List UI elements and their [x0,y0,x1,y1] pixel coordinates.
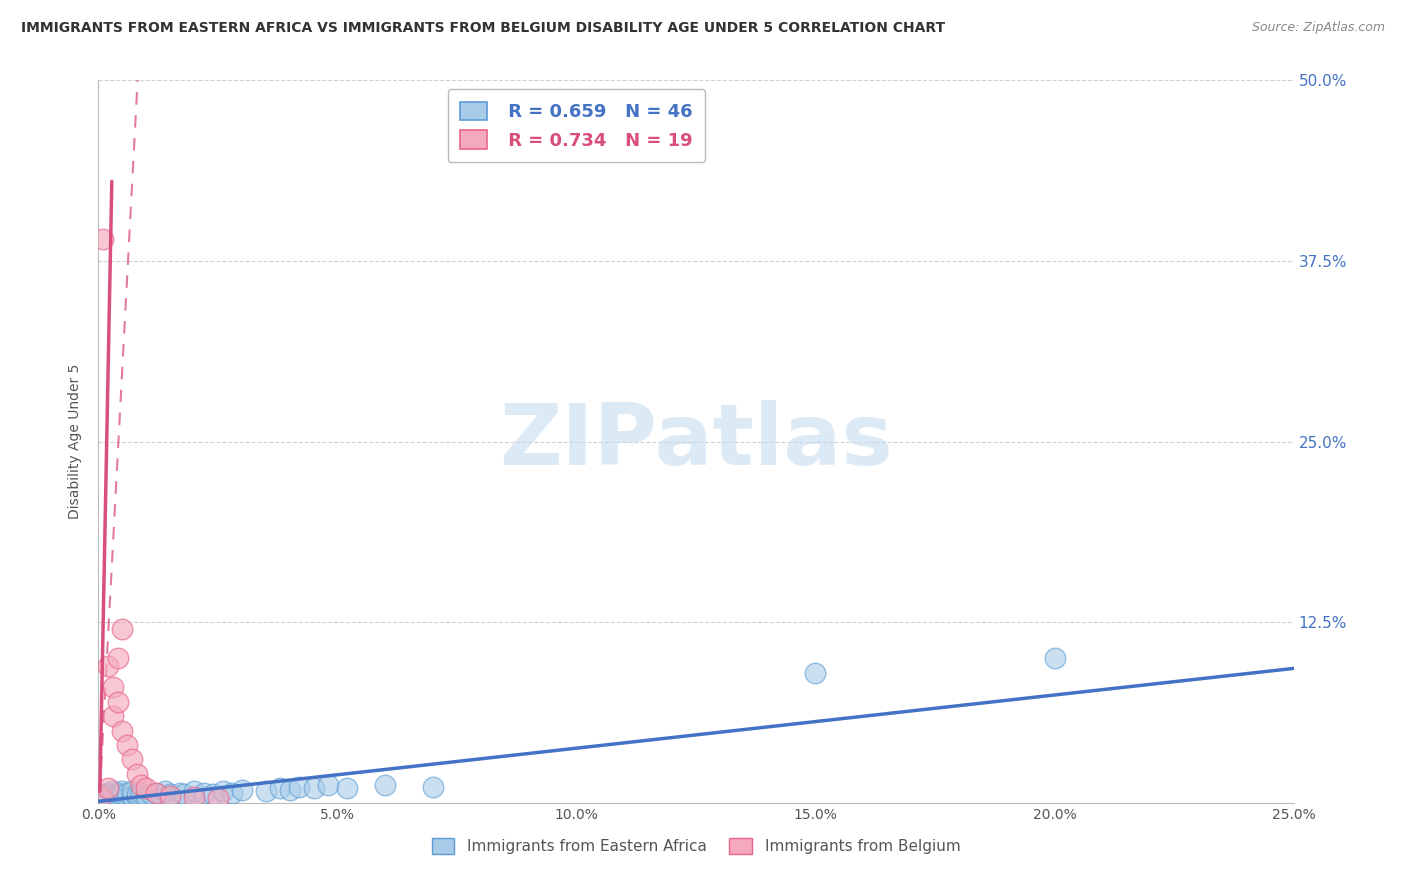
Point [101,680,124,694]
Point [159,789,181,803]
Point [107,695,129,709]
Point [111,787,134,801]
Point [111,623,134,637]
Point [90,789,112,803]
Point [97,786,120,800]
Point [101,787,124,801]
Point [278,782,301,797]
Point [231,782,253,797]
Point [125,767,148,781]
Point [145,786,167,800]
Point [374,779,396,793]
Point [111,791,134,805]
Point [183,784,205,798]
Point [115,790,138,805]
Point [115,738,138,752]
Point [101,790,124,805]
Point [316,779,339,793]
Point [336,781,359,796]
Point [111,784,134,798]
Point [125,790,148,805]
Point [149,789,172,803]
Point [97,781,120,796]
Point [115,786,138,800]
Point [139,787,162,801]
Point [97,789,120,803]
Point [97,791,120,805]
Point [121,784,143,798]
Y-axis label: Disability Age Under 5: Disability Age Under 5 [69,364,83,519]
Point [91,790,114,805]
Text: Source: ZipAtlas.com: Source: ZipAtlas.com [1251,21,1385,34]
Point [135,789,157,803]
Point [302,781,325,796]
Point [183,790,205,805]
Point [101,784,124,798]
Point [97,658,120,673]
Point [155,784,177,798]
Point [269,781,291,796]
Point [145,786,167,800]
Point [101,709,124,723]
Point [173,787,195,801]
Point [91,232,114,246]
Point [288,780,311,794]
Point [107,651,129,665]
Text: IMMIGRANTS FROM EASTERN AFRICA VS IMMIGRANTS FROM BELGIUM DISABILITY AGE UNDER 5: IMMIGRANTS FROM EASTERN AFRICA VS IMMIGR… [21,21,945,35]
Text: ZIPatlas: ZIPatlas [499,400,893,483]
Point [207,791,229,805]
Point [422,780,444,794]
Point [202,787,225,801]
Point [211,784,233,798]
Point [131,779,153,793]
Point [111,723,134,738]
Point [125,787,148,801]
Point [804,665,827,680]
Point [193,786,215,800]
Point [90,790,112,805]
Point [135,781,157,796]
Point [121,789,143,803]
Point [91,787,114,801]
Point [121,752,143,766]
Legend: Immigrants from Eastern Africa, Immigrants from Belgium: Immigrants from Eastern Africa, Immigran… [426,832,966,860]
Point [1043,651,1066,665]
Point [131,786,153,800]
Point [107,786,129,800]
Point [169,786,191,800]
Point [107,789,129,803]
Point [254,784,277,798]
Point [221,786,243,800]
Point [159,787,181,801]
